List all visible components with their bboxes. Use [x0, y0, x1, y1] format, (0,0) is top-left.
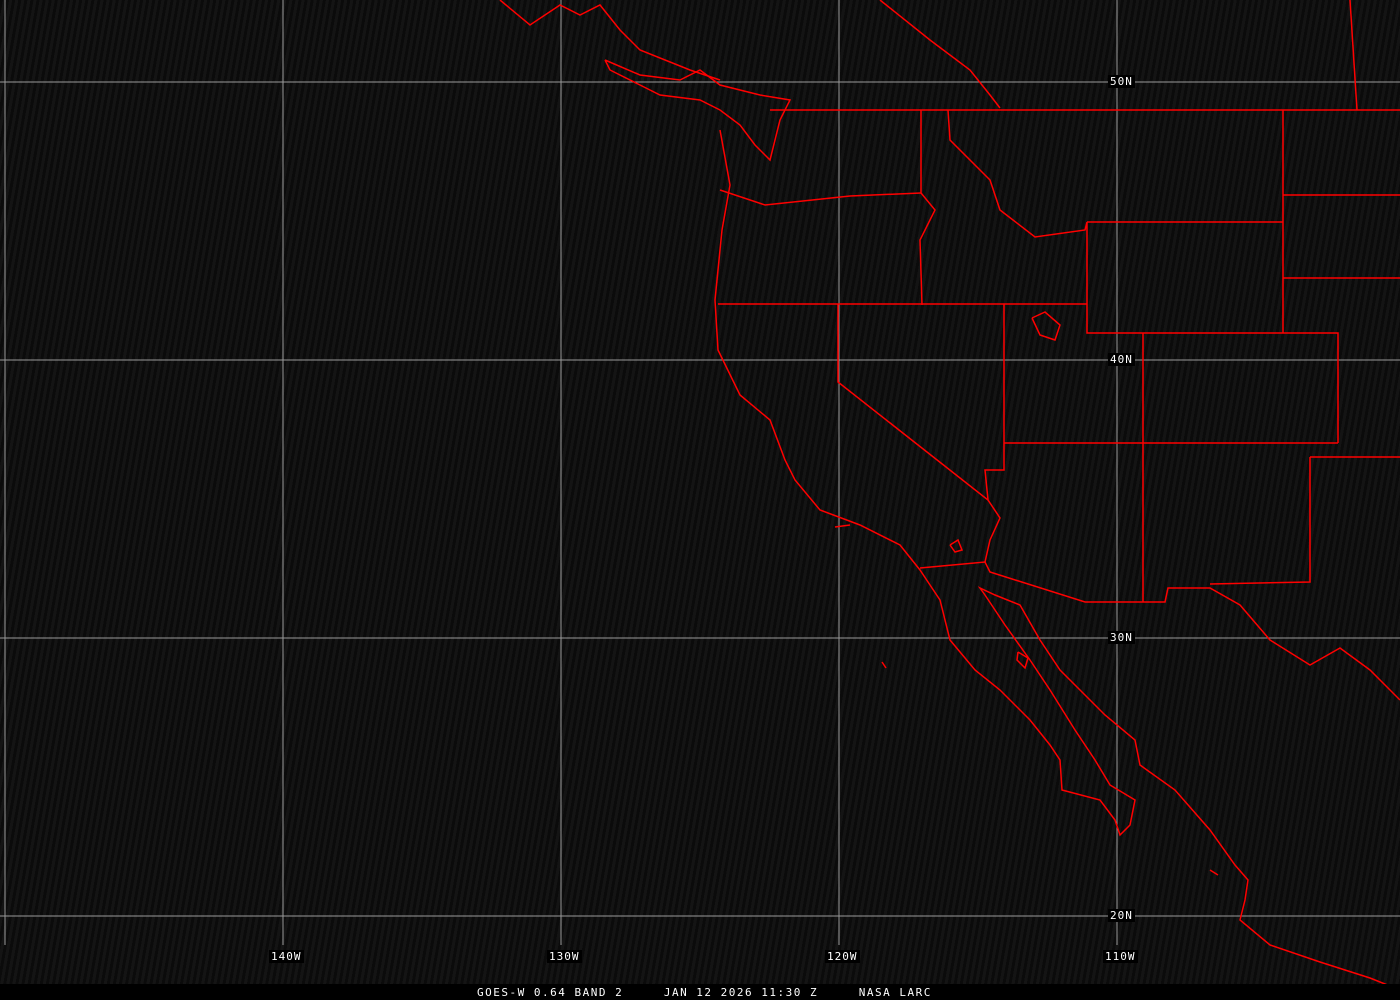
tiburon-island — [1016, 651, 1029, 670]
lon-label-120w: 120W — [825, 950, 860, 963]
graticule — [0, 0, 1400, 945]
channel-islands — [834, 524, 851, 528]
canada-province-line — [1349, 0, 1358, 111]
lon-label-130w: 130W — [547, 950, 582, 963]
lat-label-30n: 30N — [1108, 631, 1135, 644]
nm-east-2 — [1209, 457, 1311, 585]
lat-label-20n: 20N — [1108, 909, 1135, 922]
columbia-river — [719, 189, 922, 206]
boundaries — [499, 0, 1400, 991]
lon-label-110w: 110W — [1103, 950, 1138, 963]
ca-nv-border — [837, 304, 1001, 563]
guadalupe-island — [881, 661, 887, 669]
great-salt-lake — [1031, 311, 1061, 341]
co-border — [1143, 332, 1339, 443]
salton-sea — [949, 538, 964, 553]
id-mt-border — [947, 109, 1143, 334]
wa-id-border — [919, 110, 936, 306]
bc-coast — [499, 0, 721, 81]
coastline-west — [714, 129, 1400, 991]
image-caption: GOES-W 0.64 BAND 2 JAN 12 2026 11:30 Z N… — [477, 986, 932, 999]
lon-label-140w: 140W — [269, 950, 304, 963]
lat-label-40n: 40N — [1108, 353, 1135, 366]
islas-marias — [1209, 869, 1219, 876]
nv-east — [984, 304, 1005, 501]
us-mexico-border — [919, 561, 1400, 701]
vancouver-island — [604, 59, 792, 162]
idaho-north — [879, 0, 1001, 109]
caption-bar — [0, 984, 1400, 1000]
lat-label-50n: 50N — [1108, 75, 1135, 88]
